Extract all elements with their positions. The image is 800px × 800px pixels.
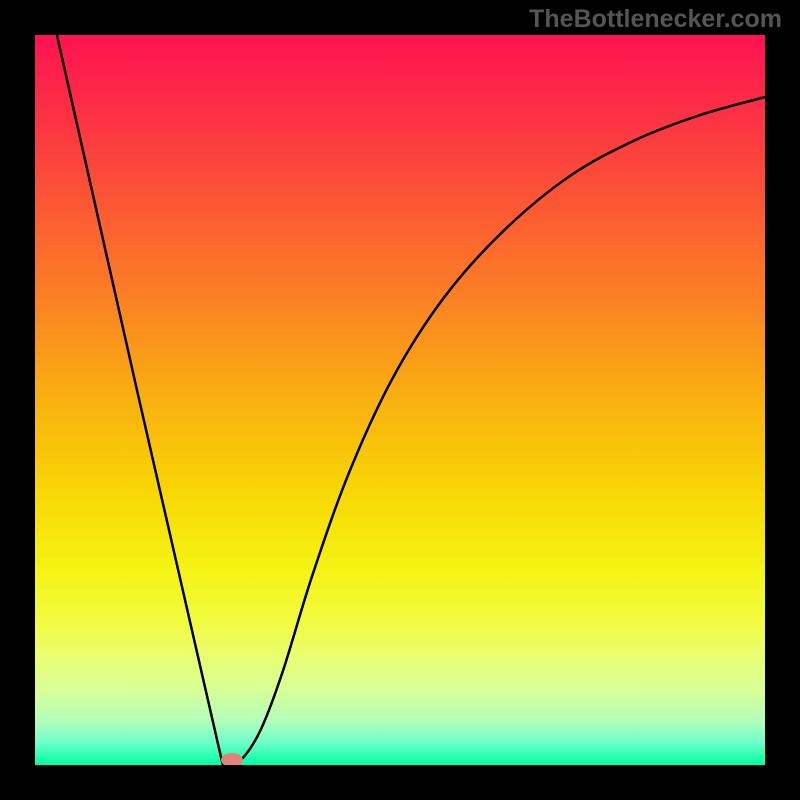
plot-area [35,35,765,765]
min-marker [221,753,243,765]
chart-container: TheBottlenecker.com [0,0,800,800]
watermark-text: TheBottlenecker.com [529,5,782,34]
bottleneck-curve [57,35,765,765]
curve-svg [35,35,765,765]
